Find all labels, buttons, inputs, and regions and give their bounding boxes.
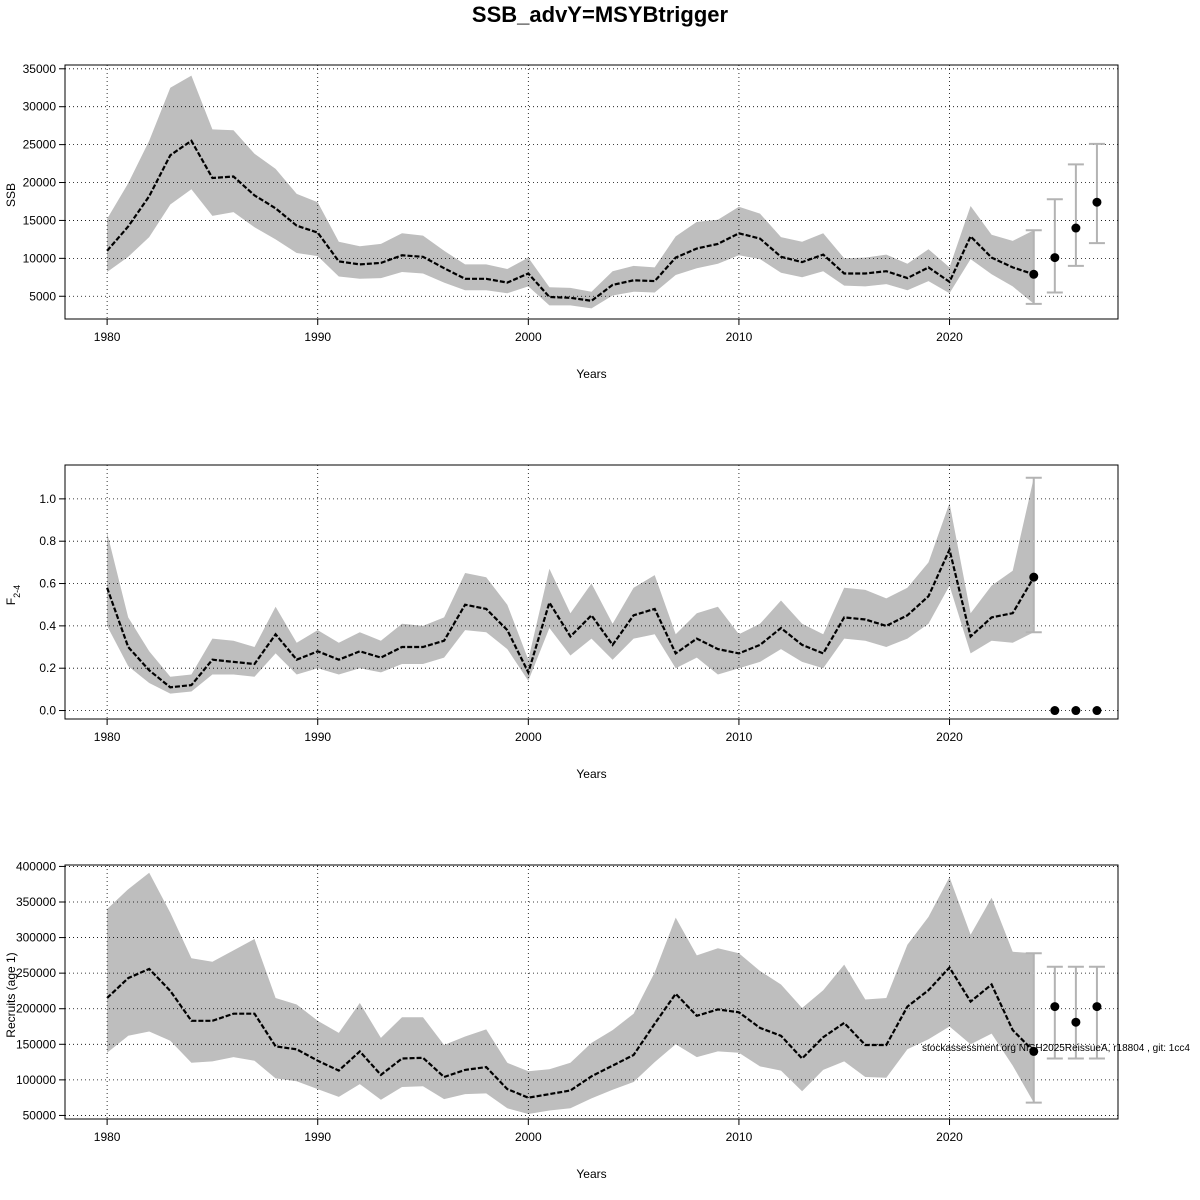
y-tick-label: 0.2 xyxy=(39,661,56,675)
forecast-point xyxy=(1071,223,1081,233)
x-tick-label: 1990 xyxy=(304,730,331,744)
footnote-text: stockassessment.org NISH2025ReissueA, r1… xyxy=(922,1043,1190,1054)
estimate-line xyxy=(106,139,1035,302)
forecast-point xyxy=(1092,197,1102,207)
forecast-point xyxy=(1050,1002,1060,1012)
x-tick-label: 1980 xyxy=(94,1130,121,1144)
y-tick-label: 15000 xyxy=(23,213,57,227)
x-axis-label: Years xyxy=(576,367,606,381)
y-tick-label: 0.8 xyxy=(39,534,56,548)
y-tick-label: 200000 xyxy=(16,1002,56,1016)
x-tick-label: 2000 xyxy=(515,1130,542,1144)
forecast-point xyxy=(1029,269,1039,279)
x-tick-label: 2020 xyxy=(936,730,963,744)
x-tick-label: 2000 xyxy=(515,330,542,344)
confidence-band xyxy=(107,872,1034,1114)
x-tick-label: 2020 xyxy=(936,1130,963,1144)
forecast-point xyxy=(1092,706,1102,716)
estimate-line xyxy=(106,965,1035,1099)
y-tick-label: 0.6 xyxy=(39,577,56,591)
forecast-point xyxy=(1029,572,1039,582)
y-tick-label: 150000 xyxy=(16,1037,56,1051)
y-tick-label: 25000 xyxy=(23,138,57,152)
y-tick-label: 350000 xyxy=(16,895,56,909)
y-tick-label: 10000 xyxy=(23,251,57,265)
y-axis-label: Recruits (age 1) xyxy=(4,952,18,1037)
x-tick-label: 1980 xyxy=(94,330,121,344)
y-tick-label: 0.0 xyxy=(39,704,56,718)
forecast-point xyxy=(1050,706,1060,716)
forecast-point xyxy=(1050,253,1060,263)
y-tick-label: 100000 xyxy=(16,1073,56,1087)
y-axis-label-subscript: 2-4 xyxy=(12,585,22,598)
plot-frame xyxy=(64,864,1119,1120)
x-axis-label: Years xyxy=(576,1167,606,1181)
x-axis-label: Years xyxy=(576,767,606,781)
y-tick-label: 5000 xyxy=(29,289,56,303)
y-tick-label: 30000 xyxy=(23,100,57,114)
y-tick-label: 250000 xyxy=(16,966,56,980)
y-tick-label: 0.4 xyxy=(39,619,56,633)
forecast-point xyxy=(1071,1017,1081,1027)
chart-title: SSB_advY=MSYBtrigger xyxy=(471,2,729,27)
panel-3: 1980 1990 2000 2010 2020 50000 100000 150000 200… xyxy=(4,859,1119,1181)
forecast-point xyxy=(1092,1002,1102,1012)
y-tick-label: 50000 xyxy=(23,1108,57,1122)
forecast-point xyxy=(1071,706,1081,716)
x-tick-label: 2010 xyxy=(726,730,753,744)
x-tick-label: 2010 xyxy=(726,330,753,344)
x-tick-label: 1990 xyxy=(304,1130,331,1144)
x-tick-label: 2000 xyxy=(515,730,542,744)
x-tick-label: 1990 xyxy=(304,330,331,344)
x-tick-label: 2010 xyxy=(726,1130,753,1144)
forecast-point xyxy=(1029,1046,1039,1056)
y-axis-label: SSB xyxy=(4,183,18,207)
estimate-line xyxy=(106,546,1035,689)
y-axis-label: F2-4 xyxy=(4,585,22,605)
y-tick-label: 1.0 xyxy=(39,492,56,506)
x-tick-label: 2020 xyxy=(936,330,963,344)
y-tick-label: 35000 xyxy=(23,62,57,76)
y-tick-label: 400000 xyxy=(16,859,56,873)
plot-frame xyxy=(64,64,1119,320)
panel-2: 1980 1990 2000 2010 2020 0.0 0.2 0.4 0.6 0.8 1.0 Ye… xyxy=(4,464,1119,781)
panel-1: 1980 1990 2000 2010 2020 5000 10000 15000 20000 2… xyxy=(4,62,1119,381)
x-tick-label: 1980 xyxy=(94,730,121,744)
plot-frame xyxy=(64,464,1119,720)
y-tick-label: 300000 xyxy=(16,931,56,945)
confidence-band xyxy=(107,75,1034,309)
confidence-band xyxy=(107,477,1034,694)
y-tick-label: 20000 xyxy=(23,176,57,190)
